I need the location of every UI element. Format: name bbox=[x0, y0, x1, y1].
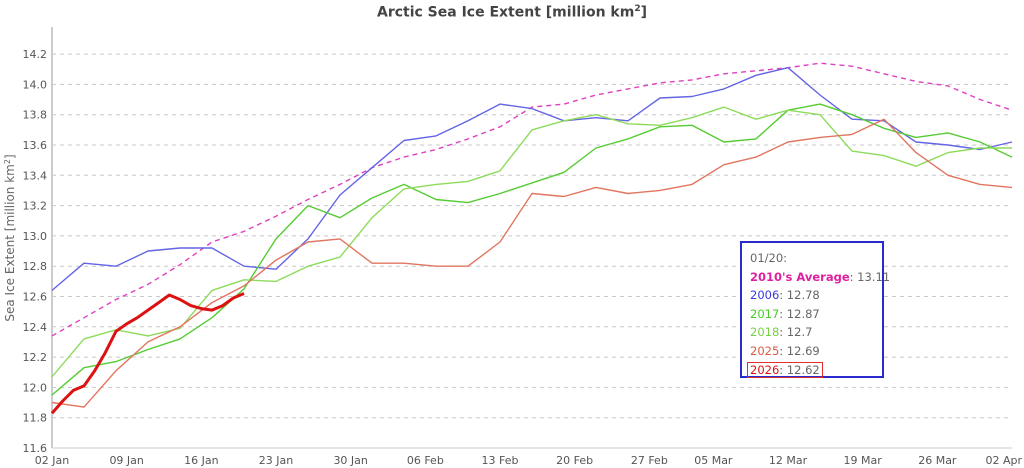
legend-entry-content: 2025: 12.69 bbox=[750, 344, 820, 358]
series-line-2010saverage bbox=[51, 62, 1013, 337]
y-tick-label: 12.4 bbox=[23, 321, 48, 334]
x-tick-label: 19 Mar bbox=[844, 454, 883, 467]
legend-entry: 2017: 12.87 bbox=[750, 305, 882, 324]
legend-entry-content: 2010's Average: 13.11 bbox=[750, 270, 890, 284]
legend-value: : 12.7 bbox=[779, 325, 813, 340]
x-tick-label: 02 Jan bbox=[35, 454, 69, 467]
x-tick-label: 02 Apr bbox=[985, 454, 1022, 467]
legend-label: 2026 bbox=[750, 362, 780, 377]
y-tick-label: 13.2 bbox=[23, 200, 48, 213]
legend-label: 2025 bbox=[750, 343, 780, 358]
y-tick-label: 13.8 bbox=[23, 109, 48, 122]
x-tick-label: 13 Feb bbox=[482, 454, 519, 467]
y-tick-label: 12.8 bbox=[23, 260, 48, 273]
y-tick-label: 14.2 bbox=[23, 48, 48, 61]
y-axis-label-end: ] bbox=[3, 154, 17, 159]
y-tick-label: 12.2 bbox=[23, 351, 48, 364]
legend-entry: 2026: 12.62 bbox=[747, 361, 882, 380]
y-tick-label: 11.8 bbox=[23, 412, 48, 425]
x-tick-label: 23 Jan bbox=[259, 454, 293, 467]
series-line-2026 bbox=[50, 292, 245, 415]
y-tick-label: 12.6 bbox=[23, 291, 48, 304]
y-axis-label-superscript: 2 bbox=[3, 159, 12, 164]
series-line-2018 bbox=[51, 106, 1012, 378]
legend-entry-content: 2006: 12.78 bbox=[750, 288, 820, 302]
x-tick-label: 09 Jan bbox=[109, 454, 143, 467]
title-text: Arctic Sea Ice Extent [million km bbox=[376, 4, 635, 21]
legend-label: 2010's Average bbox=[750, 269, 850, 284]
legend-label: 2006 bbox=[750, 288, 780, 303]
x-tick-label: 20 Feb bbox=[556, 454, 593, 467]
series-lines bbox=[50, 62, 1013, 415]
x-tick-label: 05 Mar bbox=[694, 454, 733, 467]
legend-label: 2017 bbox=[750, 306, 780, 321]
y-tick-label: 11.6 bbox=[23, 442, 48, 455]
title-superscript: 2 bbox=[634, 4, 641, 14]
x-tick-label: 16 Jan bbox=[184, 454, 218, 467]
legend-date: 01/20: bbox=[750, 251, 788, 265]
legend-entry-content: 2017: 12.87 bbox=[750, 307, 820, 321]
chart-title: Arctic Sea Ice Extent [million km2] bbox=[0, 4, 1024, 21]
legend-value: : 12.78 bbox=[779, 288, 820, 303]
x-tick-label: 30 Jan bbox=[333, 454, 367, 467]
x-tick-label: 27 Feb bbox=[631, 454, 668, 467]
legend-value: : 12.69 bbox=[779, 343, 820, 358]
y-tick-label: 13.4 bbox=[23, 169, 48, 182]
legend-entry: 2006: 12.78 bbox=[750, 286, 882, 305]
x-tick-label: 12 Mar bbox=[769, 454, 808, 467]
legend-entry: 2010's Average: 13.11 bbox=[750, 268, 890, 287]
series-line-2025 bbox=[51, 118, 1013, 408]
legend-value: : 12.87 bbox=[779, 306, 820, 321]
legend-entry-content: 2026: 12.62 bbox=[747, 361, 823, 378]
x-tick-label: 26 Mar bbox=[918, 454, 957, 467]
y-tick-label: 14.0 bbox=[23, 78, 48, 91]
legend-value: : 12.62 bbox=[779, 362, 820, 377]
y-axis-label: Sea Ice Extent [million km2] bbox=[3, 154, 17, 321]
legend-entry: 2025: 12.69 bbox=[750, 342, 882, 361]
series-line-2006 bbox=[51, 66, 1013, 291]
title-end: ] bbox=[640, 4, 647, 21]
series-line-2017 bbox=[51, 103, 1013, 396]
y-tick-label: 13.0 bbox=[23, 230, 48, 243]
y-tick-label: 13.6 bbox=[23, 139, 48, 152]
axes: 11.6 11.8 12.0 12.2 12.4 12.6 12.8 13.0 13.2 13.4… bbox=[23, 27, 1022, 467]
legend-entry-content: 2018: 12.7 bbox=[750, 325, 812, 339]
legend-entry: 2018: 12.7 bbox=[750, 323, 882, 342]
legend: 01/20: 2010's Average: 13.11 2006: 12.78 2… bbox=[740, 241, 890, 380]
legend-label: 2018 bbox=[750, 325, 780, 340]
legend-value: : 13.11 bbox=[849, 269, 891, 284]
y-tick-label: 12.0 bbox=[23, 381, 48, 394]
x-tick-label: 06 Feb bbox=[407, 454, 444, 467]
y-axis-label-text: Sea Ice Extent [million km bbox=[3, 164, 17, 322]
